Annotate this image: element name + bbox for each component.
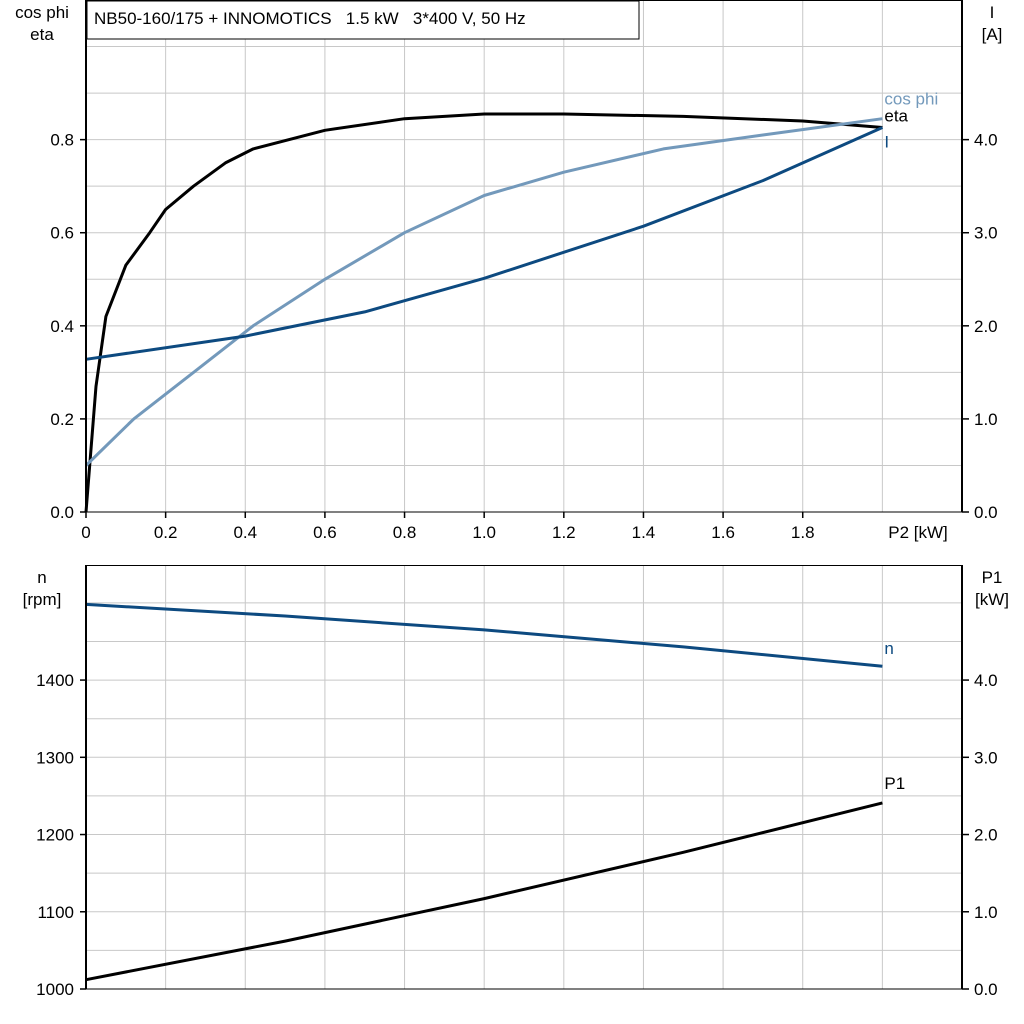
series-line-cos-phi <box>84 117 883 467</box>
x-axis-label: P2 [kW] <box>888 523 948 542</box>
y-left-tick-label: 1300 <box>36 748 74 767</box>
x-tick-label: 1.0 <box>472 523 496 542</box>
y-left-tick-label: 1100 <box>37 903 74 922</box>
y-right-axis-label: I <box>990 3 995 22</box>
y-left-tick-label: 1400 <box>36 671 74 690</box>
series-label: n <box>884 639 893 658</box>
y-left-tick-label: 0.6 <box>50 224 74 243</box>
series-label: cos phi <box>884 90 938 109</box>
x-tick-label: 0.4 <box>233 523 257 542</box>
y-left-axis-label: [rpm] <box>23 590 62 609</box>
y-left-tick-label: 1200 <box>36 826 74 845</box>
y-right-tick-label: 1.0 <box>974 410 998 429</box>
title-box <box>86 0 640 40</box>
x-tick-label: 0.6 <box>313 523 337 542</box>
series-line-eta <box>84 112 883 513</box>
y-left-tick-label: 0.4 <box>50 317 74 336</box>
y-left-axis-label: cos phi <box>15 3 69 22</box>
y-right-tick-label: 2.0 <box>974 826 998 845</box>
y-right-axis-label: [A] <box>982 25 1003 44</box>
y-right-tick-label: 3.0 <box>974 748 998 767</box>
x-tick-label: 1.2 <box>552 523 576 542</box>
y-left-tick-label: 0.0 <box>50 503 74 522</box>
series-line-P1 <box>85 801 883 982</box>
x-tick-label: 1.8 <box>791 523 815 542</box>
chart-title: NB50-160/175 + INNOMOTICS 1.5 kW 3*400 V… <box>94 9 526 28</box>
y-right-tick-label: 0.0 <box>974 503 998 522</box>
y-right-tick-label: 4.0 <box>974 131 998 150</box>
x-tick-label: 1.6 <box>711 523 735 542</box>
series-label: eta <box>884 107 908 126</box>
x-tick-label: 1.4 <box>632 523 656 542</box>
x-tick-label: 0.2 <box>154 523 178 542</box>
x-tick-label: 0 <box>81 523 90 542</box>
series-line-I <box>85 126 884 361</box>
y-right-tick-label: 4.0 <box>974 671 998 690</box>
series-label: P1 <box>884 774 905 793</box>
y-left-tick-label: 1000 <box>36 980 74 999</box>
y-left-tick-label: 0.8 <box>50 131 74 150</box>
y-right-axis-label: [kW] <box>975 590 1009 609</box>
y-right-tick-label: 0.0 <box>974 980 998 999</box>
y-left-axis-label: eta <box>30 25 54 44</box>
y-right-tick-label: 1.0 <box>974 903 998 922</box>
y-right-tick-label: 2.0 <box>974 317 998 336</box>
y-right-axis-label: P1 <box>982 568 1003 587</box>
y-left-tick-label: 0.2 <box>50 410 74 429</box>
series-line-n <box>85 602 883 668</box>
series-label: I <box>884 133 889 152</box>
y-right-tick-label: 3.0 <box>974 224 998 243</box>
x-tick-label: 0.8 <box>393 523 417 542</box>
y-left-axis-label: n <box>37 568 46 587</box>
